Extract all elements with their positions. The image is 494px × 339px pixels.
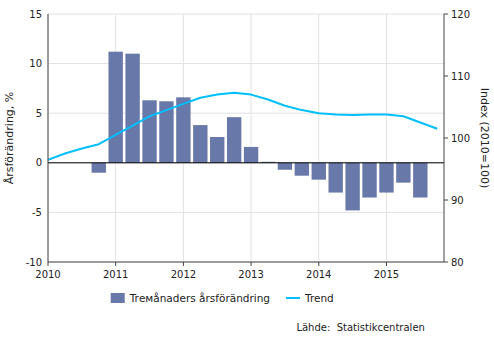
x-tick-label: 2015: [374, 269, 399, 280]
trend-line: [48, 93, 437, 160]
x-tick-label: 2013: [238, 269, 263, 280]
y-tick-label: 15: [29, 9, 42, 20]
y-tick-label: 5: [36, 108, 42, 119]
y2-tick: [444, 200, 448, 201]
x-tick: [48, 262, 49, 266]
grid-line-y: [48, 162, 444, 163]
bar: [396, 163, 410, 183]
x-tick: [115, 262, 116, 266]
y2-tick-label: 100: [451, 133, 470, 144]
y-tick-label: 10: [29, 58, 42, 69]
y2-tick-label: 80: [451, 257, 464, 268]
y2-tick-label: 90: [451, 195, 464, 206]
x-tick-label: 2011: [103, 269, 128, 280]
bar: [109, 52, 123, 163]
legend-swatch: [111, 293, 125, 303]
legend-label: Trемånaders årsförändring: [129, 292, 270, 304]
bar: [413, 163, 427, 198]
grid-line-y: [48, 212, 444, 213]
x-tick: [251, 262, 252, 266]
chart: 2010 2011 2012 2013 2014 2015 -10 -5 0 5 10 15 80 90 1…: [0, 0, 494, 339]
bar: [142, 100, 156, 162]
y-axis-line: [48, 14, 49, 262]
bar: [92, 163, 106, 173]
grid-line-y: [48, 63, 444, 64]
bar: [345, 163, 359, 211]
bar: [278, 163, 292, 170]
bar: [379, 163, 393, 193]
bar: [312, 163, 326, 180]
y2-tick: [444, 76, 448, 77]
bar: [329, 163, 343, 193]
plot-area: [48, 52, 444, 211]
bar-series: [92, 52, 428, 211]
y2-tick: [444, 138, 448, 139]
bar: [210, 137, 224, 163]
grid-line-y: [48, 262, 444, 263]
grid-line-x: [386, 14, 387, 262]
bar: [295, 163, 309, 176]
bar: [176, 97, 190, 162]
y2-tick-label: 110: [451, 71, 470, 82]
source-text: Lähde: Statistikcentralen: [296, 322, 424, 333]
x-tick: [318, 262, 319, 266]
grid-line-x: [251, 14, 252, 262]
bar: [362, 163, 376, 198]
grid-line-x: [318, 14, 319, 262]
y-tick-label: 0: [36, 157, 42, 168]
y2-axis-label: Index (2010=100): [478, 88, 491, 189]
y2-tick: [444, 14, 448, 15]
axes: 2010 2011 2012 2013 2014 2015 -10 -5 0 5 10 15 80 90 1…: [26, 9, 470, 281]
zero-line: [48, 162, 444, 163]
background: [0, 0, 494, 339]
x-tick-label: 2010: [35, 269, 60, 280]
x-axis-line: [48, 262, 444, 263]
grid: [48, 14, 444, 262]
bar: [244, 147, 258, 163]
y2-tick-label: 120: [451, 9, 470, 20]
y-tick-label: -5: [32, 207, 42, 218]
bar: [125, 54, 139, 163]
legend: Trемånaders årsförändring Trend: [111, 292, 334, 304]
x-tick-label: 2014: [306, 269, 331, 280]
x-tick: [386, 262, 387, 266]
bar: [193, 125, 207, 163]
legend-swatch: [286, 297, 300, 299]
bar: [227, 117, 241, 163]
y2-tick: [444, 262, 448, 263]
x-tick: [183, 262, 184, 266]
grid-line-y: [48, 14, 444, 15]
grid-line-x: [48, 14, 49, 262]
x-tick-label: 2012: [171, 269, 196, 280]
y-axis-label: Årsförändring, %: [3, 92, 16, 185]
legend-label: Trend: [304, 292, 334, 304]
y-tick-label: -10: [26, 257, 42, 268]
